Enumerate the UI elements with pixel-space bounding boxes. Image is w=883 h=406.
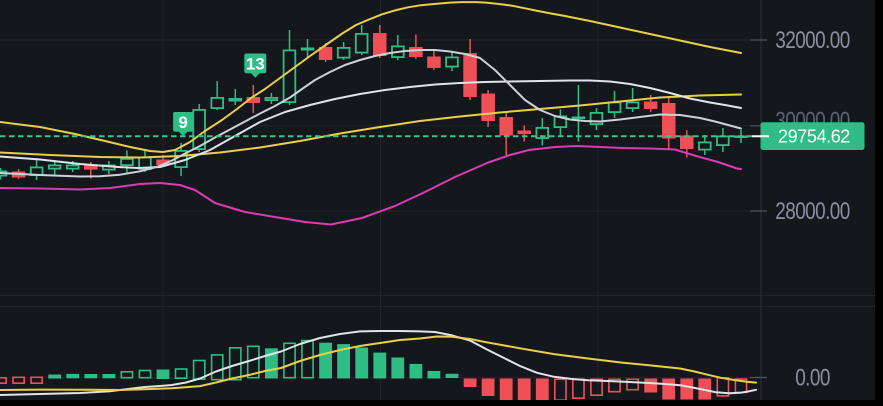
svg-text:0.00: 0.00 <box>795 365 830 392</box>
svg-text:9: 9 <box>178 113 187 132</box>
svg-text:29754.62: 29754.62 <box>778 127 850 147</box>
svg-text:32000.00: 32000.00 <box>775 27 850 54</box>
svg-text:28000.00: 28000.00 <box>775 198 850 225</box>
svg-text:13: 13 <box>246 55 265 74</box>
